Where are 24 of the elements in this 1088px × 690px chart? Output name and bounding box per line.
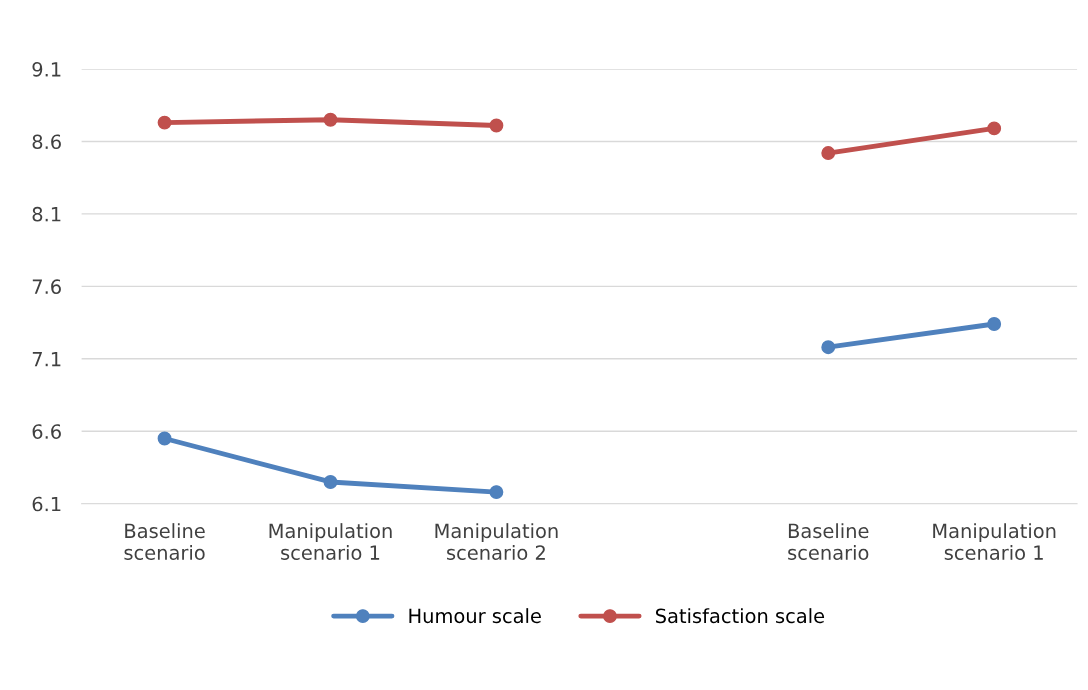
x-tick-label: Manipulation scenario 2	[435, 523, 558, 560]
x-tick-label: Manipulation scenario 1	[933, 523, 1056, 560]
y-tick-label: 6.6	[32, 424, 61, 439]
legend-label: Satisfaction scale	[655, 608, 825, 624]
y-tick-label: 7.1	[32, 352, 61, 367]
y-tick-label: 7.6	[32, 279, 61, 295]
y-tick-label: 8.1	[32, 206, 61, 222]
point	[323, 112, 338, 127]
y-tick-label: 6.1	[32, 496, 61, 512]
y-tick-label: 9.1	[32, 61, 61, 77]
x-tick-label: Baseline scenario	[788, 523, 869, 560]
point	[821, 146, 836, 160]
x-tick-label: Baseline scenario	[124, 523, 205, 560]
legend-label: Humour scale	[409, 608, 541, 624]
point	[987, 121, 1002, 136]
point	[489, 118, 504, 133]
point	[987, 317, 1002, 331]
x-tick-label: Manipulation scenario 1	[269, 523, 392, 560]
y-tick-label: 8.6	[32, 134, 61, 150]
point	[157, 431, 172, 446]
point	[821, 340, 836, 355]
point	[323, 475, 338, 489]
point	[489, 485, 504, 500]
point	[157, 115, 172, 130]
